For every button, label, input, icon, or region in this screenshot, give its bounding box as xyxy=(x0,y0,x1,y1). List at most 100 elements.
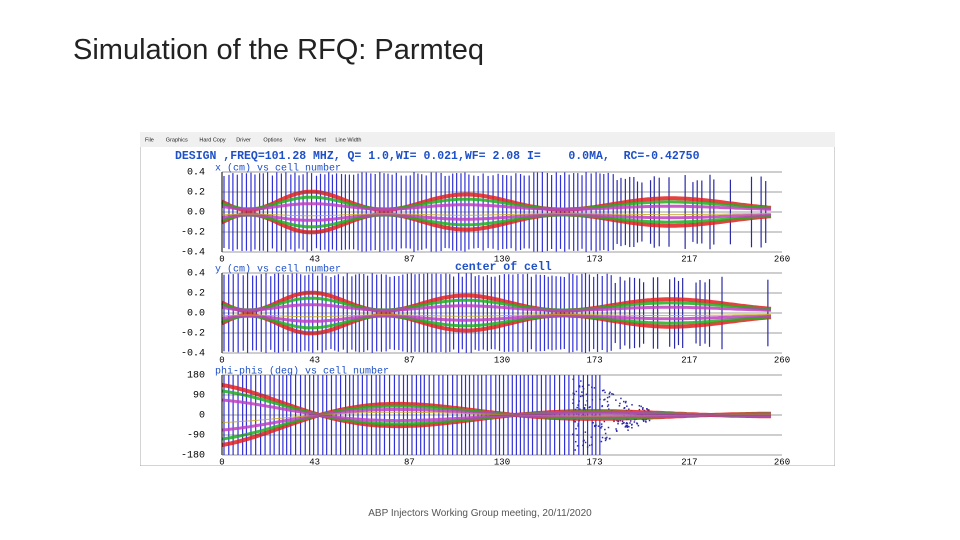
particle-dot xyxy=(577,425,579,427)
particle-dot xyxy=(612,393,615,396)
particle-dot xyxy=(599,398,601,401)
particle-dot xyxy=(646,408,648,410)
particle-dot xyxy=(581,385,584,388)
particle-dot xyxy=(648,419,651,422)
particle-dot xyxy=(582,444,584,447)
particle-dot xyxy=(626,426,628,428)
particle-dot xyxy=(625,400,627,403)
plot: 0.4 0.2 0.0 -0.2 -0.4 0 43 87 130 173 217 260 x (cm)… xyxy=(181,163,790,265)
particle-dot xyxy=(636,423,639,425)
particle-dot xyxy=(629,420,632,422)
y-tick-label: 0.4 xyxy=(187,269,205,280)
particle-dot xyxy=(575,390,578,393)
particle-dot xyxy=(615,429,618,432)
particle-dot xyxy=(645,421,647,423)
menu-item: View xyxy=(294,137,306,143)
annotation: center of cell xyxy=(455,261,552,274)
beam-envelope xyxy=(221,202,772,211)
beam-envelope xyxy=(221,314,772,330)
particle-dot xyxy=(603,399,605,401)
x-tick-label: 217 xyxy=(681,457,697,467)
particle-dot xyxy=(600,423,603,425)
particle-dot xyxy=(591,444,593,446)
menu-item: Options xyxy=(263,137,282,143)
particle-dot xyxy=(577,423,580,425)
x-tick-label: 0 xyxy=(219,457,224,467)
y-tick-label: 0.2 xyxy=(187,188,205,199)
particle-dot xyxy=(580,380,582,382)
y-tick-label: -90 xyxy=(187,431,205,442)
particle-dot xyxy=(622,422,624,424)
plot: 0.4 0.2 0.0 -0.2 -0.4 0 43 87 130 173 217 260 y (cm)… xyxy=(181,264,790,366)
particle-dot xyxy=(601,389,604,392)
particle-dot xyxy=(572,402,574,405)
particle-dot xyxy=(597,425,600,427)
x-tick-label: 87 xyxy=(404,457,415,467)
particle-dot xyxy=(631,404,633,406)
panel-label: phi-phis (deg) vs cell number xyxy=(215,366,389,378)
beam-envelope xyxy=(221,195,772,211)
particle-dot xyxy=(623,421,625,424)
particle-dot xyxy=(621,420,624,423)
x-tick-label: 130 xyxy=(494,355,510,365)
particle-dot xyxy=(623,400,625,403)
y-tick-label: 0.0 xyxy=(187,309,205,320)
x-tick-label: 173 xyxy=(587,254,603,264)
particle-dot xyxy=(647,409,649,411)
particle-dot xyxy=(625,424,628,427)
menu-item: Hard Copy xyxy=(199,137,226,143)
particle-dot xyxy=(642,420,645,422)
particle-dot xyxy=(623,407,625,409)
y-tick-label: 180 xyxy=(187,371,205,382)
particle-dot xyxy=(627,429,629,431)
particle-dot xyxy=(588,444,591,447)
y-tick-label: 0.2 xyxy=(187,289,205,300)
menu-item: Driver xyxy=(236,137,251,143)
particle-dot xyxy=(579,395,582,398)
particle-dot xyxy=(633,421,636,423)
beam-envelope xyxy=(221,213,771,217)
screenshot-content: DESIGN ,FREQ=101.28 MHZ, Q= 1.0,WI= 0.02… xyxy=(140,132,835,467)
y-tick-label: 90 xyxy=(193,391,205,402)
particle-dot xyxy=(605,438,607,440)
particle-dot xyxy=(640,405,642,408)
particle-dot xyxy=(620,397,622,400)
x-tick-label: 0 xyxy=(219,355,224,365)
beam-envelope xyxy=(221,296,772,312)
particle-dot xyxy=(593,387,596,389)
particle-dot xyxy=(609,391,611,394)
particle-dot xyxy=(581,395,584,397)
menu-item: Next xyxy=(315,137,327,143)
particle-dot xyxy=(604,428,606,431)
menu-item: Line Width xyxy=(335,137,361,143)
particle-dot xyxy=(631,426,633,429)
run-header: DESIGN ,FREQ=101.28 MHZ, Q= 1.0,WI= 0.02… xyxy=(175,150,700,163)
plot: 180 90 0 -90 -180 0 43 87 130 173 217 260 phi-phis (… xyxy=(181,366,790,467)
particle-dot xyxy=(626,422,629,425)
x-tick-label: 260 xyxy=(774,457,790,467)
particle-dot xyxy=(592,422,594,424)
particle-dot xyxy=(604,398,606,401)
particle-dot xyxy=(581,391,583,393)
particle-dot xyxy=(606,396,609,399)
particle-dot xyxy=(618,405,621,407)
particle-dot xyxy=(637,424,640,427)
particle-dot xyxy=(589,406,591,408)
particle-dot xyxy=(576,406,578,409)
particle-dot xyxy=(615,428,617,430)
particle-dot xyxy=(619,402,621,405)
x-tick-label: 173 xyxy=(587,457,603,467)
particle-dot xyxy=(601,425,603,428)
particle-dot xyxy=(626,405,628,407)
particle-dot xyxy=(606,436,608,439)
particle-dot xyxy=(608,392,611,395)
particle-dot xyxy=(591,386,593,389)
x-tick-label: 43 xyxy=(309,355,320,365)
particle-dot xyxy=(608,396,611,398)
particle-dot xyxy=(584,404,587,406)
particle-dot xyxy=(638,408,641,411)
particle-dot xyxy=(619,419,622,422)
particle-dot xyxy=(642,407,644,409)
